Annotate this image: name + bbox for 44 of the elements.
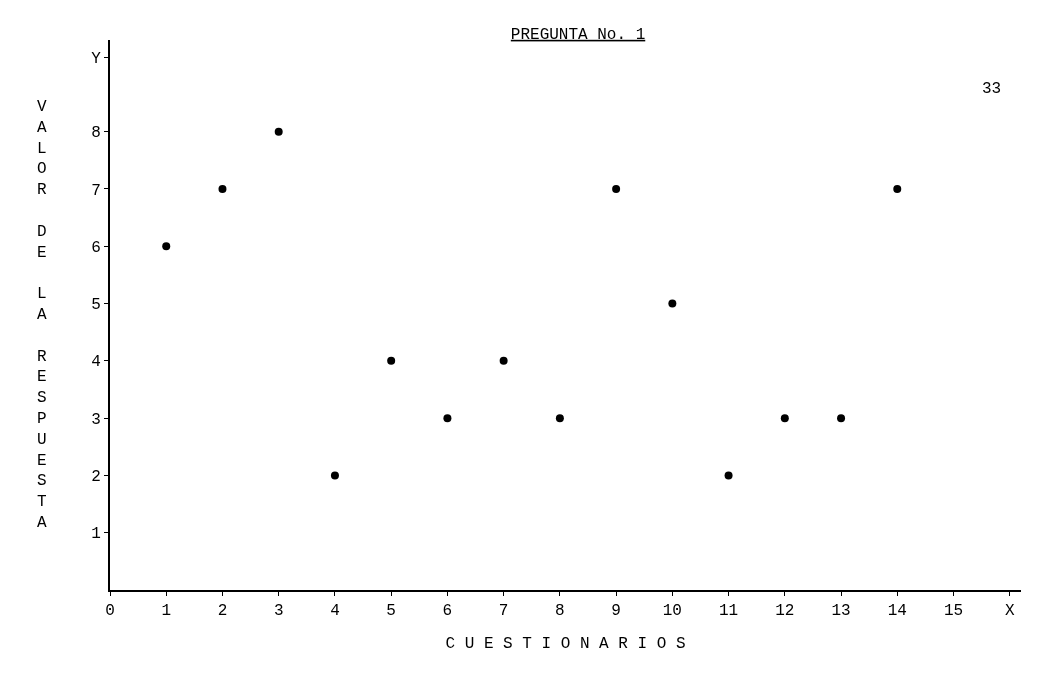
x-tick-label: 9	[611, 602, 621, 621]
x-tick-label: 4	[330, 602, 340, 621]
point	[218, 184, 227, 193]
x-tick-label: 14	[887, 602, 907, 621]
y-tick-label: 6	[91, 238, 101, 257]
x-tick-label: 5	[386, 602, 396, 621]
y-tick-label: 1	[91, 525, 101, 544]
x-tick-label: 10	[662, 602, 682, 621]
y-tick-label: 3	[91, 410, 101, 429]
point	[612, 184, 621, 193]
x-tick-label: 1	[161, 602, 172, 621]
y-tick-label: 2	[91, 468, 101, 487]
point	[837, 414, 846, 423]
point	[274, 127, 283, 136]
x-tick-label: 6	[442, 602, 453, 621]
y-tick-label: 5	[91, 296, 101, 315]
point	[893, 184, 902, 193]
point	[555, 414, 564, 423]
x-tick-label: 13	[831, 602, 851, 621]
point	[443, 414, 452, 423]
point	[162, 242, 171, 251]
x-tick-label: 3	[273, 602, 284, 621]
x-tick-label: 12	[775, 602, 795, 621]
x-tick-label: 15	[943, 602, 964, 621]
x-tick-label: 2	[217, 602, 228, 621]
x-tick-label: 11	[718, 602, 739, 621]
point	[499, 356, 508, 365]
point	[724, 471, 733, 480]
x-tick-label: 7	[498, 602, 509, 621]
y-tick-label: 8	[91, 124, 101, 143]
x-tick-label: X	[1004, 602, 1015, 621]
point	[780, 414, 789, 423]
y-tick-label: 7	[91, 181, 101, 200]
x-tick-label: 8	[555, 602, 565, 621]
y-tick-label: Y	[91, 49, 102, 68]
x-axis-title: C U E S T I O N A R I O S	[445, 635, 686, 654]
point	[387, 356, 396, 365]
annotation: 33	[982, 80, 1002, 98]
point	[668, 299, 677, 308]
point	[330, 471, 339, 480]
y-tick-label: 4	[91, 353, 101, 372]
x-tick-label: 0	[105, 602, 115, 621]
chart-title: PREGUNTA No. 1	[510, 25, 646, 44]
text: VALOR DE LA RESPUESTA	[37, 98, 47, 532]
